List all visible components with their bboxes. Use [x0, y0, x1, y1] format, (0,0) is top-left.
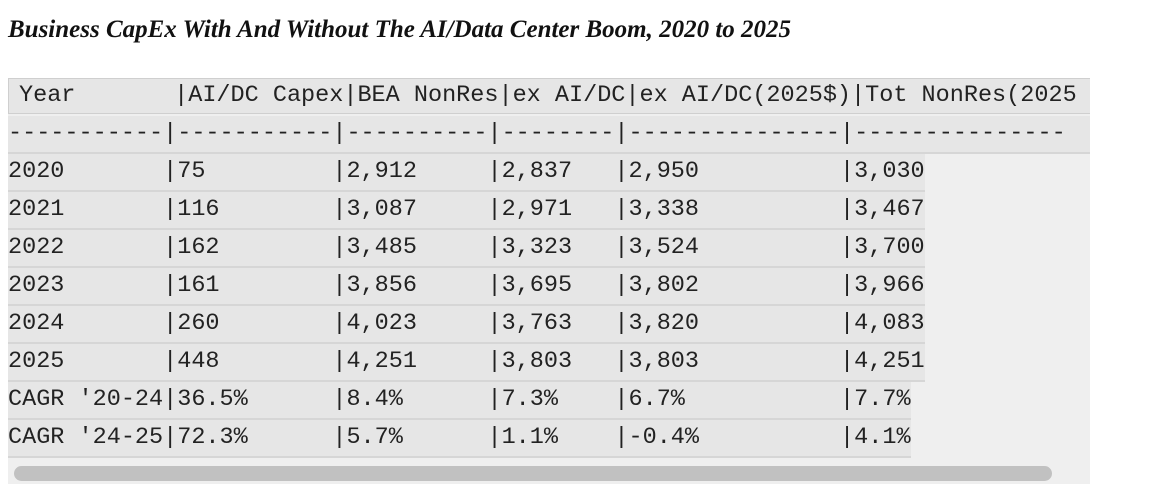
table-row: CAGR '24-25|72.3% |5.7% |1.1% |-0.4% |4.…	[8, 420, 1090, 458]
separator-text: -----------|-----------|----------|-----…	[8, 116, 1090, 154]
rows: 2020 |75 |2,912 |2,837 |2,950 |3,030 2021…	[8, 154, 1090, 458]
scrollbar[interactable]	[14, 466, 1052, 481]
table-row: CAGR '20-24|36.5% |8.4% |7.3% |6.7% |7.7…	[8, 382, 1090, 420]
row-text: 2024 |260 |4,023 |3,763 |3,820 |4,083	[8, 306, 925, 344]
row-text: 2020 |75 |2,912 |2,837 |2,950 |3,030	[8, 154, 925, 192]
table-box: Year |AI/DC Capex|BEA NonRes|ex AI/DC|ex…	[8, 78, 1090, 484]
table-row: 2023 |161 |3,856 |3,695 |3,802 |3,966	[8, 268, 1090, 306]
page-title: Business CapEx With And Without The AI/D…	[8, 16, 792, 43]
table-row: 2024 |260 |4,023 |3,763 |3,820 |4,083	[8, 306, 1090, 344]
row-text: 2021 |116 |3,087 |2,971 |3,338 |3,467	[8, 192, 925, 230]
row-text: CAGR '20-24|36.5% |8.4% |7.3% |6.7% |7.7…	[8, 382, 911, 420]
row-text: 2025 |448 |4,251 |3,803 |3,803 |4,251	[8, 344, 925, 382]
header-row: Year |AI/DC Capex|BEA NonRes|ex AI/DC|ex…	[8, 78, 1090, 116]
row-text: 2023 |161 |3,856 |3,695 |3,802 |3,966	[8, 268, 925, 306]
separator-row: -----------|-----------|----------|-----…	[8, 116, 1090, 154]
table-row: 2025 |448 |4,251 |3,803 |3,803 |4,251	[8, 344, 1090, 382]
table-row: 2022 |162 |3,485 |3,323 |3,524 |3,700	[8, 230, 1090, 268]
row-text: 2022 |162 |3,485 |3,323 |3,524 |3,700	[8, 230, 925, 268]
table-row: 2020 |75 |2,912 |2,837 |2,950 |3,030	[8, 154, 1090, 192]
table-row: 2021 |116 |3,087 |2,971 |3,338 |3,467	[8, 192, 1090, 230]
row-text: CAGR '24-25|72.3% |5.7% |1.1% |-0.4% |4.…	[8, 420, 911, 458]
header-text: Year |AI/DC Capex|BEA NonRes|ex AI/DC|ex…	[8, 78, 1090, 114]
